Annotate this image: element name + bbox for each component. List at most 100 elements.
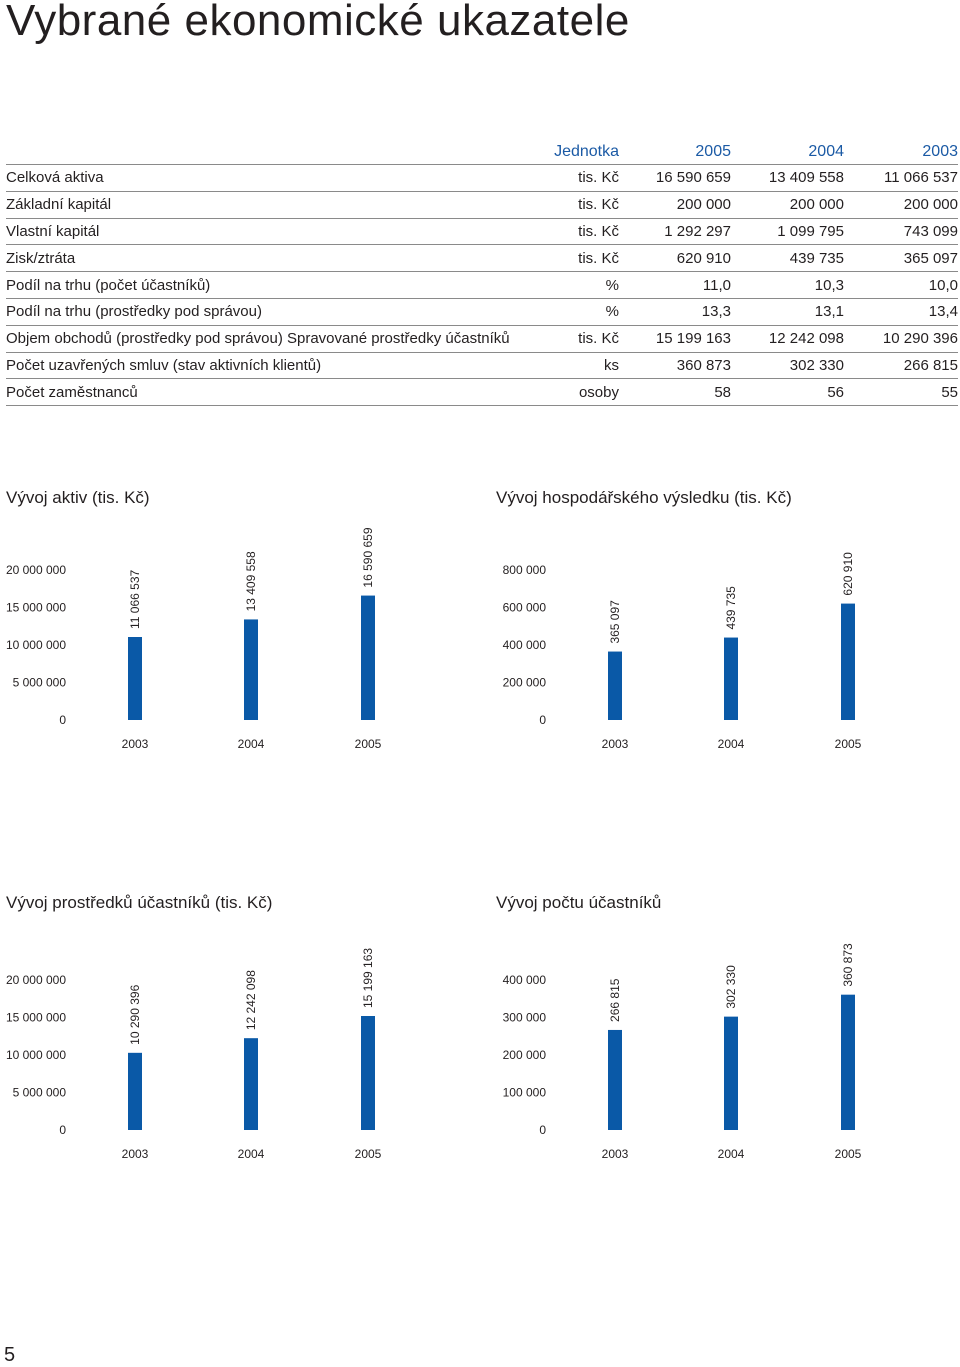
x-category-label: 2004 xyxy=(718,737,745,751)
bar xyxy=(361,1016,375,1130)
y-tick-label: 10 000 000 xyxy=(6,1048,66,1062)
y-tick-label: 15 000 000 xyxy=(6,1011,66,1025)
value-2004: 56 xyxy=(731,378,844,407)
page-number: 5 xyxy=(4,1344,16,1366)
bar xyxy=(608,1029,622,1130)
table-row: Celková aktiva tis. Kč 16 590 659 13 409… xyxy=(6,164,958,192)
y-tick-label: 5 000 000 xyxy=(13,676,67,690)
bar-value-label: 620 910 xyxy=(841,552,855,596)
value-2003: 11 066 537 xyxy=(844,164,958,192)
chart-title-participant-count: Vývoj počtu účastníků xyxy=(496,893,662,912)
value-2005: 13,3 xyxy=(619,298,731,326)
value-2005: 15 199 163 xyxy=(619,325,731,353)
y-tick-label: 400 000 xyxy=(503,638,547,652)
table-header-2004: 2004 xyxy=(731,139,844,165)
value-2003: 266 815 xyxy=(844,352,958,380)
value-2005: 200 000 xyxy=(619,191,731,219)
value-2003: 743 099 xyxy=(844,218,958,246)
row-label: Objem obchodů (prostředky pod správou) S… xyxy=(6,325,546,353)
bar xyxy=(244,619,258,720)
bar-value-label: 302 330 xyxy=(724,965,738,1009)
bar-value-label: 11 066 537 xyxy=(128,570,142,629)
row-label: Počet zaměstnanců xyxy=(6,378,546,407)
table-row: Podíl na trhu (prostředky pod správou) %… xyxy=(6,298,958,326)
participant-count-bar-chart: 0 100 000 200 000 300 000 400 000 266 815 2003… xyxy=(503,943,862,1161)
bar xyxy=(128,637,142,720)
bar-value-label: 10 290 396 xyxy=(128,984,142,1044)
y-tick-label: 15 000 000 xyxy=(6,601,66,615)
row-unit: % xyxy=(546,271,619,299)
bar xyxy=(841,603,855,720)
bar-value-label: 16 590 659 xyxy=(361,527,375,587)
x-category-label: 2003 xyxy=(122,737,149,751)
row-unit: tis. Kč xyxy=(546,218,619,246)
row-unit: tis. Kč xyxy=(546,191,619,219)
table-header-row: Jednotka 2005 2004 2003 xyxy=(6,139,958,165)
value-2003: 55 xyxy=(844,378,958,407)
y-tick-label: 600 000 xyxy=(503,601,547,615)
y-tick-label: 20 000 000 xyxy=(6,973,66,987)
bar-value-label: 12 242 098 xyxy=(244,970,258,1030)
value-2003: 13,4 xyxy=(844,298,958,326)
value-2004: 439 735 xyxy=(731,244,844,273)
bar-value-label: 13 409 558 xyxy=(244,551,258,611)
y-tick-label: 0 xyxy=(59,713,66,727)
value-2004: 10,3 xyxy=(731,271,844,299)
x-category-label: 2004 xyxy=(238,1147,265,1161)
value-2004: 13 409 558 xyxy=(731,164,844,192)
participant-funds-bar-chart: 0 5 000 000 10 000 000 15 000 000 20 000 000… xyxy=(6,948,382,1161)
row-unit: tis. Kč xyxy=(546,325,619,353)
bar-value-label: 266 815 xyxy=(608,978,622,1022)
value-2005: 16 590 659 xyxy=(619,164,731,192)
table-row: Počet uzavřených smluv (stav aktivních k… xyxy=(6,352,958,380)
value-2005: 620 910 xyxy=(619,244,731,273)
row-label: Zisk/ztráta xyxy=(6,244,546,273)
table-row: Zisk/ztráta tis. Kč 620 910 439 735 365 … xyxy=(6,244,958,273)
x-category-label: 2003 xyxy=(602,1147,629,1161)
bar xyxy=(128,1052,142,1130)
bar xyxy=(724,1016,738,1130)
x-category-label: 2004 xyxy=(238,737,265,751)
row-unit: osoby xyxy=(546,378,619,407)
y-tick-label: 200 000 xyxy=(503,676,547,690)
bar xyxy=(244,1038,258,1130)
row-unit: ks xyxy=(546,352,619,380)
table-header-2003: 2003 xyxy=(844,139,958,165)
table-row: Počet zaměstnanců osoby 58 56 55 xyxy=(6,378,958,407)
y-tick-label: 400 000 xyxy=(503,973,547,987)
bar-value-label: 439 735 xyxy=(724,586,738,630)
y-tick-label: 0 xyxy=(539,713,546,727)
table-row: Vlastní kapitál tis. Kč 1 292 297 1 099 … xyxy=(6,218,958,246)
y-tick-label: 20 000 000 xyxy=(6,563,66,577)
y-tick-label: 0 xyxy=(539,1123,546,1137)
row-label: Podíl na trhu (počet účastníků) xyxy=(6,271,546,299)
row-label: Základní kapitál xyxy=(6,191,546,219)
x-category-label: 2004 xyxy=(718,1147,745,1161)
bar xyxy=(608,651,622,720)
table-header-unit: Jednotka xyxy=(546,139,619,165)
value-2005: 360 873 xyxy=(619,352,731,380)
value-2003: 10 290 396 xyxy=(844,325,958,353)
value-2003: 365 097 xyxy=(844,244,958,273)
x-category-label: 2005 xyxy=(835,1147,862,1161)
y-tick-label: 800 000 xyxy=(503,563,547,577)
profit-bar-chart: 0 200 000 400 000 600 000 800 000 365 097 2003… xyxy=(503,552,862,751)
indicators-table: Jednotka 2005 2004 2003 Celková aktiva t… xyxy=(6,139,958,407)
table-row: Objem obchodů (prostředky pod správou) S… xyxy=(6,325,958,353)
value-2003: 200 000 xyxy=(844,191,958,219)
row-label: Vlastní kapitál xyxy=(6,218,546,246)
bar xyxy=(361,595,375,720)
y-tick-label: 5 000 000 xyxy=(13,1086,67,1100)
chart-title-profit: Vývoj hospodářského výsledku (tis. Kč) xyxy=(496,488,792,507)
row-label: Podíl na trhu (prostředky pod správou) xyxy=(6,298,546,326)
bar xyxy=(841,994,855,1130)
x-category-label: 2005 xyxy=(355,1147,382,1161)
assets-bar-chart: 0 5 000 000 10 000 000 15 000 000 20 000 000… xyxy=(6,527,382,751)
y-tick-label: 0 xyxy=(59,1123,66,1137)
x-category-label: 2003 xyxy=(122,1147,149,1161)
page-title: Vybrané ekonomické ukazatele xyxy=(6,0,630,45)
row-label: Počet uzavřených smluv (stav aktivních k… xyxy=(6,352,546,380)
value-2003: 10,0 xyxy=(844,271,958,299)
table-header-2005: 2005 xyxy=(619,139,731,165)
bar-value-label: 360 873 xyxy=(841,943,855,987)
